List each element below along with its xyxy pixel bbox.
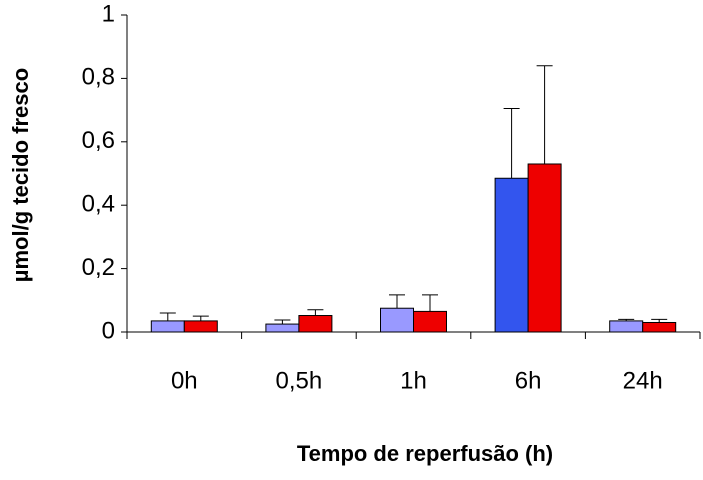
y-tick-label: 0,4 (82, 191, 115, 218)
x-tick-label: 6h (515, 367, 542, 394)
error-bar (536, 65, 553, 164)
bar (265, 323, 300, 333)
error-bar (159, 312, 176, 321)
error-bar (274, 319, 291, 325)
error-bar (389, 294, 405, 309)
bar (494, 177, 529, 333)
bar (642, 321, 677, 333)
y-tick-label: 0,6 (82, 127, 115, 154)
x-tick-label: 0h (171, 367, 198, 394)
bar (527, 163, 562, 333)
error-bar (307, 309, 324, 316)
x-axis-title: Tempo de reperfusão (h) (297, 441, 553, 466)
y-tick-label: 1 (102, 0, 115, 27)
x-tick-label: 0,5h (276, 367, 323, 394)
bar (298, 315, 333, 333)
error-bar (503, 108, 520, 179)
error-bar (651, 318, 668, 323)
y-tick-label: 0,2 (82, 254, 115, 281)
bar (150, 320, 185, 333)
bar (609, 320, 644, 333)
y-axis-title: µmol/g tecido fresco (8, 68, 33, 282)
y-tick-label: 0,8 (82, 64, 115, 91)
bar (413, 310, 447, 333)
bar (380, 307, 414, 333)
y-tick-label: 0 (102, 317, 115, 344)
x-tick-label: 1h (400, 367, 427, 394)
bar (183, 320, 218, 333)
x-tick-label: 24h (623, 367, 663, 394)
error-bar (422, 294, 438, 312)
error-bar (192, 315, 209, 321)
